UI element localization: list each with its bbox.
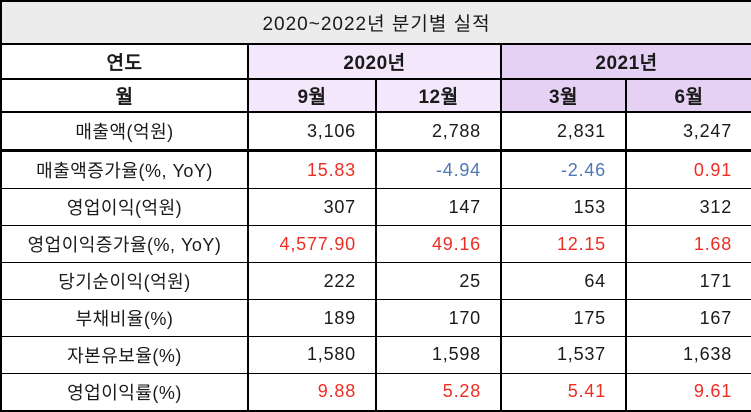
year-row-label: 연도 <box>0 43 249 80</box>
metric-value: 312 <box>624 188 751 227</box>
table-row: 매출액(억원) 3,106 2,788 2,831 3,247 <box>0 111 751 153</box>
year-header-2020: 2020년 <box>247 43 502 80</box>
metric-value: 2,788 <box>375 111 502 153</box>
table-row: 당기순이익(억원) 222 25 64 171 <box>0 262 751 301</box>
month-header: 9월 <box>247 78 377 113</box>
table-row: 영업이익(억원) 307 147 153 312 <box>0 188 751 227</box>
metric-value: 1.68 <box>624 225 751 264</box>
table-row: 영업이익률(%) 9.88 5.28 5.41 9.61 <box>0 372 751 412</box>
table-row: 매출액증가율(%, YoY) 15.83 -4.94 -2.46 0.91 <box>0 150 751 190</box>
title-row: 2020~2022년 분기별 실적 <box>0 0 751 45</box>
table-title: 2020~2022년 분기별 실적 <box>0 0 751 45</box>
metric-value: 9.88 <box>247 372 377 412</box>
table-row: 영업이익증가율(%, YoY) 4,577.90 49.16 12.15 1.68 <box>0 225 751 264</box>
month-header: 6월 <box>624 78 751 113</box>
metric-value: 153 <box>500 188 627 227</box>
metric-value: 49.16 <box>375 225 502 264</box>
metric-value: 0.91 <box>624 150 751 190</box>
metric-label: 영업이익률(%) <box>0 372 249 412</box>
metric-value: 170 <box>375 299 502 338</box>
metric-value: 307 <box>247 188 377 227</box>
metric-value: 1,598 <box>375 336 502 374</box>
metric-label: 매출액(억원) <box>0 111 249 153</box>
metric-value: 171 <box>624 262 751 301</box>
metric-value: 5.28 <box>375 372 502 412</box>
year-header-2021: 2021년 <box>499 43 751 80</box>
metric-value: 1,580 <box>247 336 377 374</box>
metric-label: 당기순이익(억원) <box>0 262 249 301</box>
metric-value: -2.46 <box>500 150 627 190</box>
metric-value: 12.15 <box>500 225 627 264</box>
month-header: 12월 <box>375 78 502 113</box>
metric-value: 4,577.90 <box>247 225 377 264</box>
metric-label: 영업이익(억원) <box>0 188 249 227</box>
metric-value: 1,638 <box>624 336 751 374</box>
month-row-label: 월 <box>0 78 249 113</box>
year-header-row: 연도 2020년 2021년 <box>0 43 751 80</box>
month-header: 3월 <box>500 78 627 113</box>
metric-label: 매출액증가율(%, YoY) <box>0 150 249 190</box>
metric-value: 147 <box>375 188 502 227</box>
month-header-row: 월 9월 12월 3월 6월 <box>0 78 751 113</box>
metric-value: 222 <box>247 262 377 301</box>
metric-value: 189 <box>247 299 377 338</box>
metric-value: 15.83 <box>247 150 377 190</box>
metric-label: 영업이익증가율(%, YoY) <box>0 225 249 264</box>
metric-label: 부채비율(%) <box>0 299 249 338</box>
metric-value: 3,106 <box>247 111 377 153</box>
metric-value: -4.94 <box>375 150 502 190</box>
metric-label: 자본유보율(%) <box>0 336 249 374</box>
metric-value: 175 <box>500 299 627 338</box>
metric-value: 25 <box>375 262 502 301</box>
metric-value: 64 <box>500 262 627 301</box>
metric-value: 9.61 <box>624 372 751 412</box>
metric-value: 167 <box>624 299 751 338</box>
metric-value: 1,537 <box>500 336 627 374</box>
metric-value: 3,247 <box>624 111 751 153</box>
table-row: 부채비율(%) 189 170 175 167 <box>0 299 751 338</box>
table-row: 자본유보율(%) 1,580 1,598 1,537 1,638 <box>0 336 751 374</box>
metric-value: 2,831 <box>500 111 627 153</box>
metric-value: 5.41 <box>500 372 627 412</box>
